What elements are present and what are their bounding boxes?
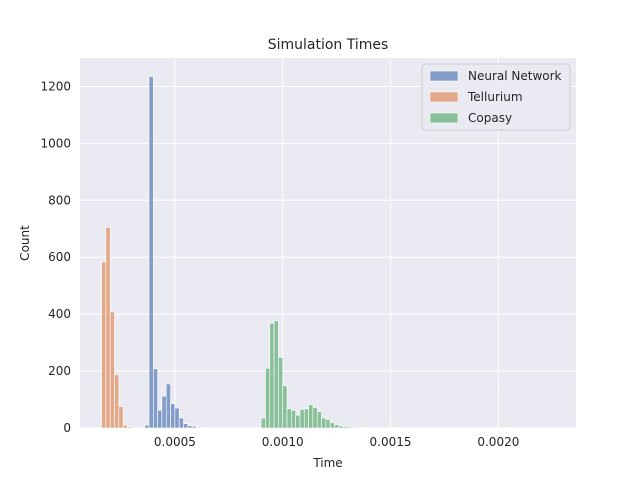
bar-neural-network xyxy=(153,368,158,429)
legend-swatch-neural-network xyxy=(429,70,459,82)
bar-copasy xyxy=(351,426,357,429)
bar-tellurium xyxy=(114,374,120,429)
bar-neural-network xyxy=(157,410,163,429)
x-axis-label: Time xyxy=(312,456,342,470)
y-tick-label: 200 xyxy=(48,364,71,378)
x-tick-label: 0.0010 xyxy=(262,435,304,449)
y-tick-label: 800 xyxy=(48,193,71,207)
x-tick-label: 0.0015 xyxy=(370,435,412,449)
bar-tellurium xyxy=(131,426,137,429)
bar-copasy xyxy=(342,426,348,429)
bar-copasy xyxy=(273,320,279,429)
bar-copasy xyxy=(278,357,284,429)
bar-copasy xyxy=(303,408,309,429)
bar-tellurium xyxy=(101,261,107,429)
bar-copasy xyxy=(260,417,266,429)
bar-neural-network xyxy=(178,417,184,429)
legend-label-neural-network: Neural Network xyxy=(468,69,562,83)
legend-label-tellurium: Tellurium xyxy=(467,90,523,104)
legend-box xyxy=(421,63,571,131)
bar-copasy xyxy=(325,419,331,429)
x-tick-label: 0.0005 xyxy=(154,435,196,449)
y-tick-labels: 0 200 400 600 800 1000 1200 xyxy=(40,79,71,435)
y-tick-label: 400 xyxy=(48,307,71,321)
bar-neural-network xyxy=(144,424,150,429)
bar-copasy xyxy=(291,410,296,429)
bar-neural-network xyxy=(200,427,206,429)
bar-copasy xyxy=(286,408,292,429)
bar-copasy xyxy=(334,424,340,429)
bar-copasy xyxy=(329,422,335,429)
bar-neural-network xyxy=(183,423,189,429)
bar-tellurium xyxy=(127,426,133,429)
y-tick-label: 1200 xyxy=(40,79,71,93)
bar-neural-network xyxy=(148,76,154,429)
legend-swatch-copasy xyxy=(429,112,459,124)
bar-neural-network xyxy=(196,426,202,429)
histogram-bars xyxy=(101,76,365,429)
bar-neural-network xyxy=(174,407,180,429)
bar-neural-network xyxy=(161,395,167,429)
bar-neural-network xyxy=(165,383,171,429)
bar-neural-network xyxy=(170,403,176,429)
bar-tellurium xyxy=(109,311,115,429)
x-tick-label: 0.0020 xyxy=(477,435,519,449)
legend-swatch-tellurium xyxy=(429,91,459,103)
bar-copasy xyxy=(355,426,361,429)
bar-copasy xyxy=(360,427,365,429)
bar-copasy xyxy=(299,409,305,429)
bar-tellurium xyxy=(105,227,111,429)
bar-copasy xyxy=(269,322,275,429)
bar-copasy xyxy=(338,425,344,429)
bar-tellurium xyxy=(118,406,124,429)
x-tick-labels: 0.0005 0.0010 0.0015 0.0020 xyxy=(154,435,519,449)
y-tick-label: 600 xyxy=(48,250,71,264)
bar-neural-network xyxy=(191,425,197,429)
bar-copasy xyxy=(321,417,327,429)
legend-label-copasy: Copasy xyxy=(468,111,512,125)
bar-copasy xyxy=(295,414,301,429)
bar-copasy xyxy=(312,407,318,429)
bar-copasy xyxy=(265,367,271,429)
bar-neural-network xyxy=(187,425,193,429)
chart-title: Simulation Times xyxy=(268,37,389,53)
y-axis-label: Count xyxy=(18,225,32,261)
bar-copasy xyxy=(308,404,314,429)
bar-copasy xyxy=(282,385,288,429)
bar-copasy xyxy=(316,411,322,429)
legend: Neural Network Tellurium Copasy xyxy=(421,63,571,131)
bar-copasy xyxy=(347,426,353,429)
bar-tellurium xyxy=(122,424,128,429)
y-tick-label: 0 xyxy=(63,421,71,435)
y-tick-label: 1000 xyxy=(40,136,71,150)
